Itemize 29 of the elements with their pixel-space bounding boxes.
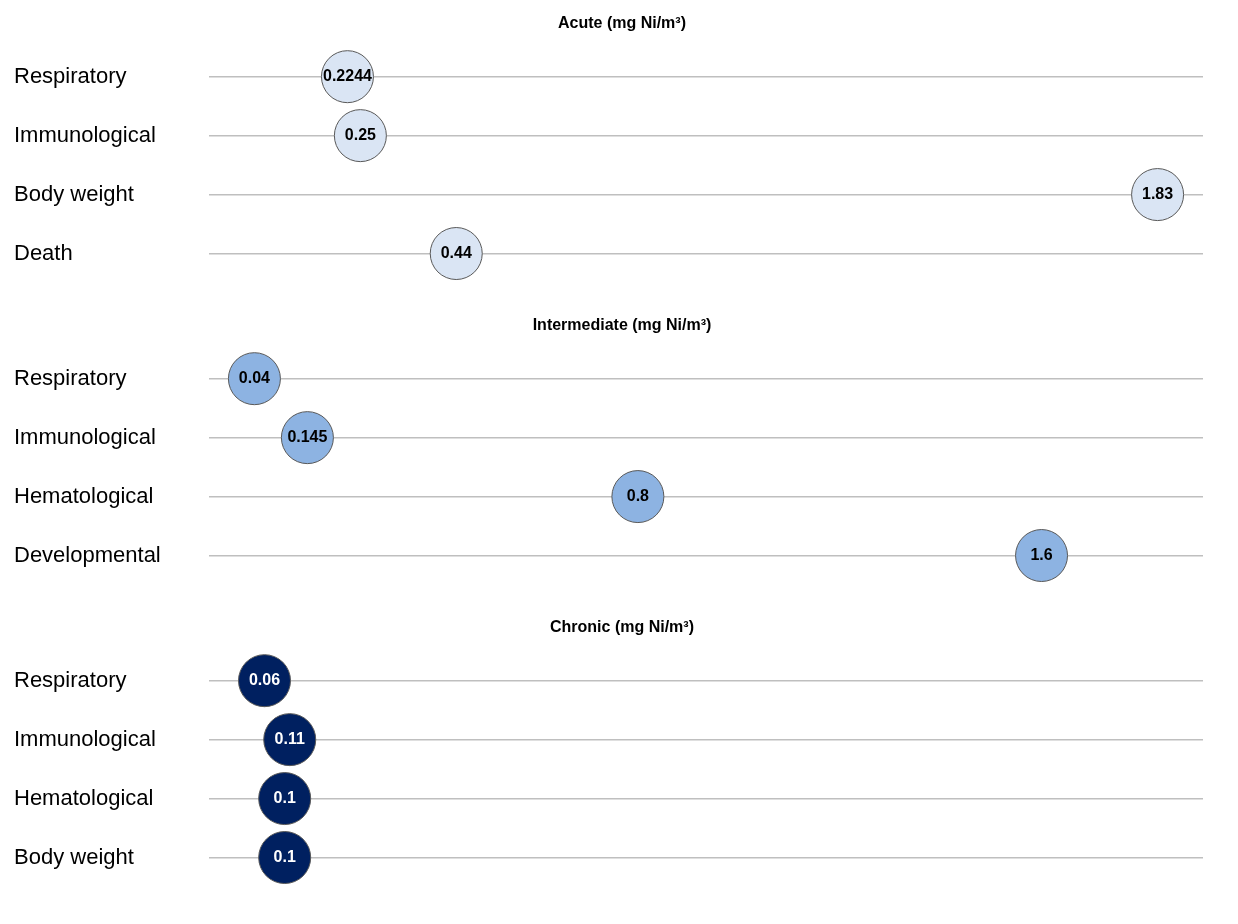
chart-title: Intermediate (mg Ni/m³) — [532, 316, 712, 334]
y-tick-label: Hematological — [14, 784, 154, 810]
data-label: 1.83 — [1142, 184, 1174, 202]
y-tick-label: Respiratory — [14, 666, 127, 692]
y-tick-label: Immunological — [14, 121, 156, 147]
y-tick-label: Body weight — [14, 843, 134, 869]
chart-title: Acute (mg Ni/m³) — [558, 14, 686, 32]
data-label: 0.11 — [274, 730, 305, 748]
data-label: 0.06 — [248, 671, 281, 689]
data-label: 0.04 — [238, 369, 271, 387]
y-tick-label: Immunological — [14, 423, 156, 449]
y-tick-label: Respiratory — [14, 364, 127, 390]
data-label: 0.25 — [344, 126, 377, 144]
y-tick-label: Respiratory — [14, 62, 127, 88]
data-label: 0.44 — [440, 243, 472, 261]
data-label: 0.145 — [287, 428, 328, 446]
chart-title: Chronic (mg Ni/m³) — [550, 618, 694, 636]
data-label: 0.1 — [273, 847, 296, 865]
y-tick-label: Death — [14, 239, 73, 265]
y-tick-label: Body weight — [14, 180, 134, 206]
y-tick-label: Developmental — [14, 541, 161, 567]
point — [1015, 529, 1069, 583]
data-label: 0.1 — [273, 788, 296, 806]
data-label: 0.8 — [626, 486, 650, 504]
y-tick-label: Hematological — [14, 482, 154, 508]
data-label: 0.2244 — [322, 67, 373, 85]
data-label: 1.6 — [1030, 545, 1053, 563]
y-tick-label: Immunological — [14, 725, 156, 751]
point — [611, 470, 665, 524]
